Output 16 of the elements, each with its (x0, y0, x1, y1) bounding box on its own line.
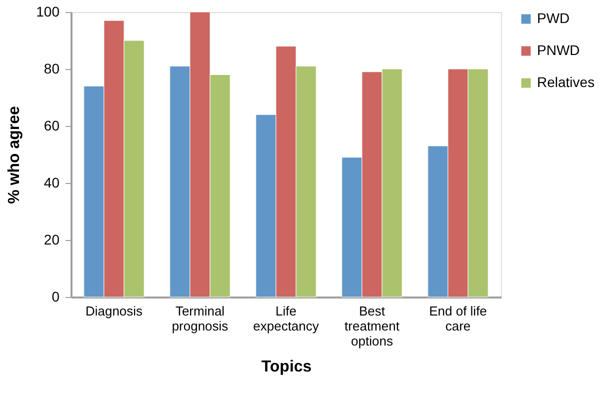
legend-label: PNWD (537, 42, 580, 58)
y-tick-label: 40 (44, 174, 60, 190)
y-axis-title: % who agree (6, 106, 24, 204)
legend-label: Relatives (537, 74, 595, 90)
x-tick-label: Diagnosis (85, 304, 144, 318)
y-tick-label: 0 (52, 288, 60, 304)
legend-label: PWD (537, 10, 570, 26)
y-tick-label: 20 (44, 232, 60, 248)
x-axis-title: Topics (261, 358, 312, 376)
y-tick-label: 60 (44, 118, 60, 134)
y-tick-label: 80 (44, 60, 60, 76)
x-tick-label: Terminal prognosis (172, 304, 229, 334)
x-tick-label: Best treatment options (344, 304, 400, 348)
y-tick-label: 100 (36, 4, 60, 20)
x-tick-label: Life expectancy (253, 304, 320, 334)
x-tick-label: End of life care (429, 304, 487, 334)
